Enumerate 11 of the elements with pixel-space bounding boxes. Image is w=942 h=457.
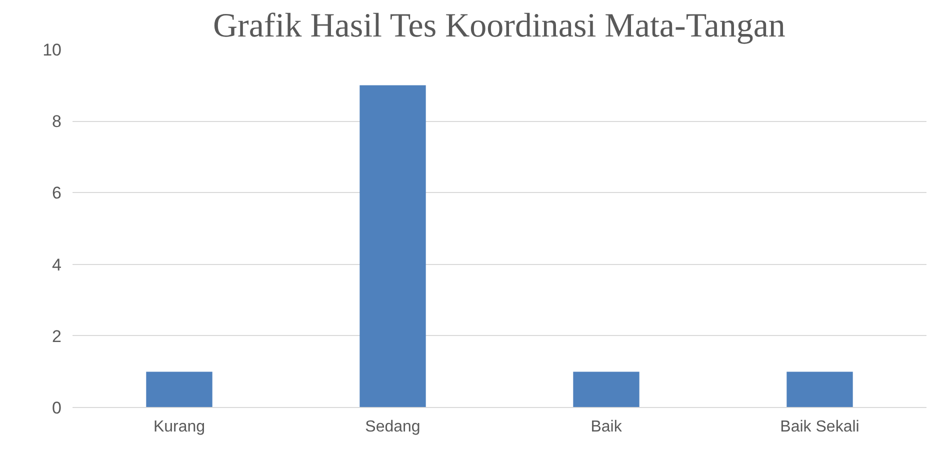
y-tick-label: 8 — [52, 112, 62, 132]
y-tick-label: 2 — [52, 326, 62, 346]
y-tick-label: 4 — [52, 255, 62, 274]
x-tick-label: Baik — [590, 418, 623, 436]
x-tick-label: Baik Sekali — [780, 418, 860, 436]
y-tick-label: 6 — [52, 184, 62, 203]
chart-title: Grafik Hasil Tes Koordinasi Mata-Tangan — [212, 8, 786, 44]
y-tick-label: 0 — [52, 398, 62, 418]
x-tick-label: Sedang — [365, 418, 420, 436]
y-tick-label: 10 — [42, 40, 62, 60]
x-tick-label: Kurang — [153, 418, 206, 436]
